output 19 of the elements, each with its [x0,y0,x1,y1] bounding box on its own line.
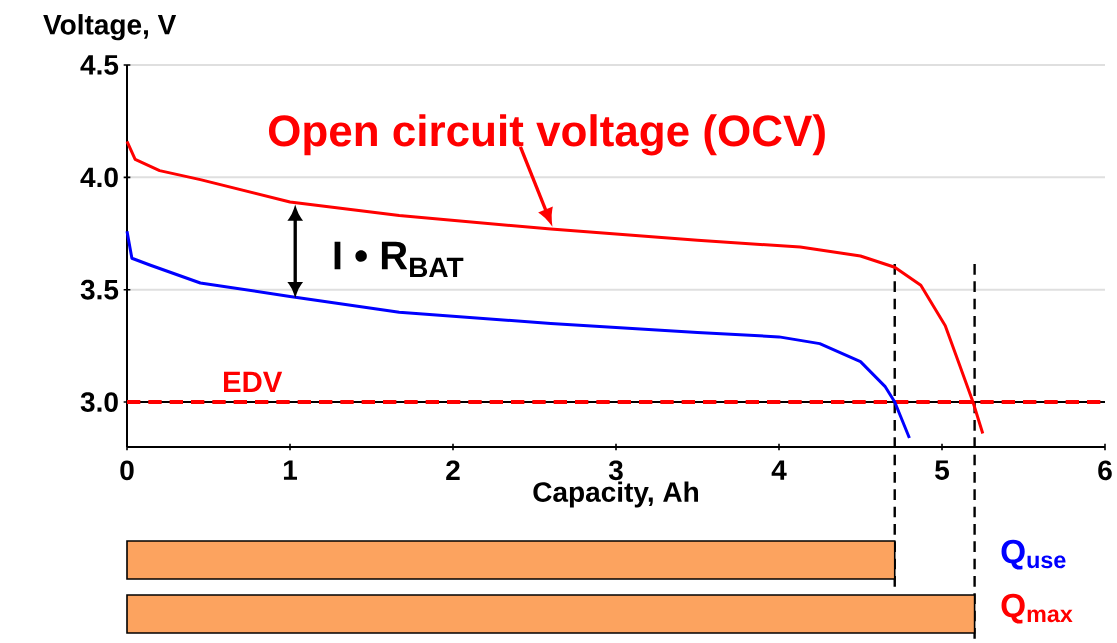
y-tick-label: 3.5 [80,279,119,300]
x-tick-label: 2 [446,460,460,480]
category-label: Q$_{use}$ [1001,539,1066,570]
category-label: Q$_{max}$ [1001,593,1073,624]
annotation: Open circuit voltage (OCV) [268,114,825,156]
x-tick-label: 6 [1098,460,1112,481]
y-axis-title: Voltage, V [43,14,177,41]
ref-line-label: EDV [224,371,283,393]
annotation: I • R$_{BAT}$ [334,241,464,278]
x-tick-label: 4 [771,460,787,480]
x-tick-label: 5 [935,460,949,480]
y-tick-label: 3.0 [80,392,118,412]
x-tick-label: 1 [283,460,297,480]
line-series [125,229,911,440]
x-axis-title: Capacity, Ah [533,481,698,508]
y-tick-label: 4.0 [80,167,118,188]
x-tick-label: 3 [608,460,623,481]
y-tick-label: 4.5 [80,55,119,75]
x-tick-label: 0 [120,460,134,481]
